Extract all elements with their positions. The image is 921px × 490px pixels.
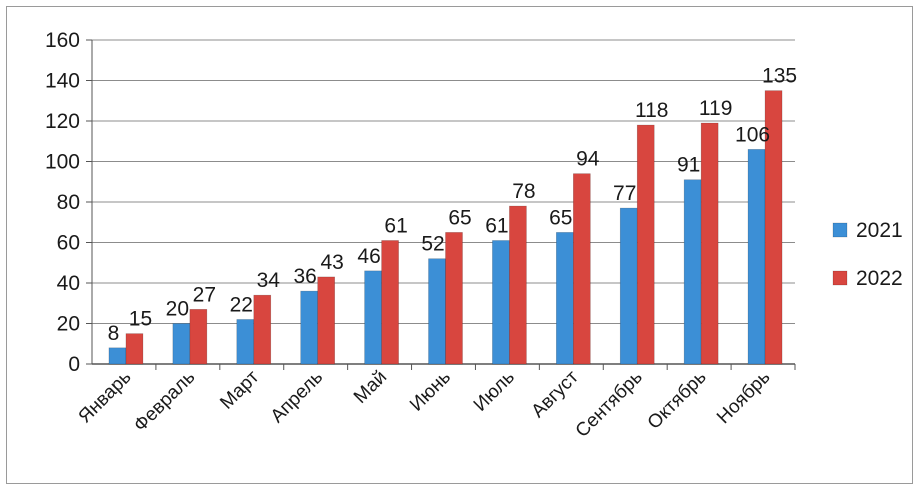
y-tick-label: 60 <box>57 232 80 255</box>
bar-2022 <box>253 294 272 365</box>
x-tick-label: Октябрь <box>644 367 711 434</box>
bar-2022 <box>381 240 399 365</box>
x-tick-label: Август <box>528 366 583 421</box>
bar-2021 <box>236 319 255 365</box>
y-tick-label: 80 <box>57 191 80 214</box>
data-label-2022: 78 <box>512 180 535 203</box>
y-axis-ticks: 0 20 40 60 80 100 120 140 160 <box>45 29 80 376</box>
x-tick-label: Март <box>216 366 263 413</box>
y-tick-label: 0 <box>68 353 80 376</box>
bar-2021 <box>108 347 127 365</box>
bars <box>108 90 783 365</box>
y-tick-label: 120 <box>45 110 80 133</box>
data-label-2022: 119 <box>699 97 732 120</box>
x-tick-label: Июль <box>470 367 519 416</box>
bar-2022 <box>445 232 463 365</box>
bar-2021 <box>300 290 318 365</box>
data-label-2021: 8 <box>108 322 120 345</box>
data-label-2022: 61 <box>384 214 407 237</box>
bar-2021 <box>619 207 638 365</box>
data-label-2021: 65 <box>549 206 572 229</box>
legend: 2021 2022 <box>832 219 903 290</box>
data-label-2021: 77 <box>613 182 636 205</box>
bar-2022 <box>189 309 208 365</box>
x-tick-label: Январь <box>75 367 136 428</box>
bar-2021 <box>364 270 382 365</box>
x-tick-label: Ноябрь <box>713 367 775 429</box>
data-label-2021: 52 <box>421 233 444 256</box>
legend-label-2021: 2021 <box>856 219 903 242</box>
data-label-2022: 118 <box>635 99 668 122</box>
data-label-2021: 61 <box>485 214 508 237</box>
y-tick-label: 100 <box>45 151 80 174</box>
bar-2021 <box>492 240 510 365</box>
data-label-2021: 36 <box>294 265 317 288</box>
y-tick-label: 20 <box>57 313 80 336</box>
data-label-2021: 20 <box>166 298 189 321</box>
gridlines <box>86 39 796 370</box>
bar-2022 <box>636 124 655 365</box>
bar-2022 <box>764 90 783 365</box>
bar-2022 <box>317 276 335 365</box>
data-label-2021: 46 <box>357 245 380 268</box>
data-label-2022: 27 <box>193 283 216 306</box>
bar-2022 <box>700 122 719 365</box>
bar-2022 <box>509 205 527 365</box>
bar-2021 <box>556 232 574 365</box>
data-label-2022: 65 <box>448 206 471 229</box>
legend-swatch-2022 <box>832 270 848 286</box>
data-label-2022: 15 <box>129 308 152 331</box>
data-label-2022: 34 <box>257 269 281 292</box>
y-tick-label: 160 <box>45 29 80 52</box>
y-tick-label: 140 <box>45 70 80 93</box>
x-tick-label: Сентябрь <box>572 367 647 442</box>
bar-2022 <box>125 333 144 365</box>
legend-swatch-2021 <box>832 222 848 238</box>
data-label-2022: 135 <box>762 65 797 88</box>
bar-2021 <box>747 149 766 365</box>
data-label-2021: 22 <box>230 293 253 316</box>
data-label-2021: 91 <box>677 154 700 177</box>
data-label-2022: 94 <box>576 148 600 171</box>
x-tick-label: Июнь <box>406 367 455 416</box>
bar-2021 <box>683 179 702 365</box>
bar-2022 <box>573 173 591 365</box>
x-tick-label: Апрель <box>267 367 327 427</box>
data-label-2021: 106 <box>735 123 770 146</box>
legend-label-2022: 2022 <box>856 267 903 290</box>
x-tick-label: Май <box>350 367 391 408</box>
y-tick-label: 40 <box>57 272 80 295</box>
data-label-2022: 43 <box>321 251 344 274</box>
bar-2021 <box>172 323 191 365</box>
x-tick-label: Февраль <box>130 367 200 437</box>
bar-2021 <box>428 258 446 365</box>
